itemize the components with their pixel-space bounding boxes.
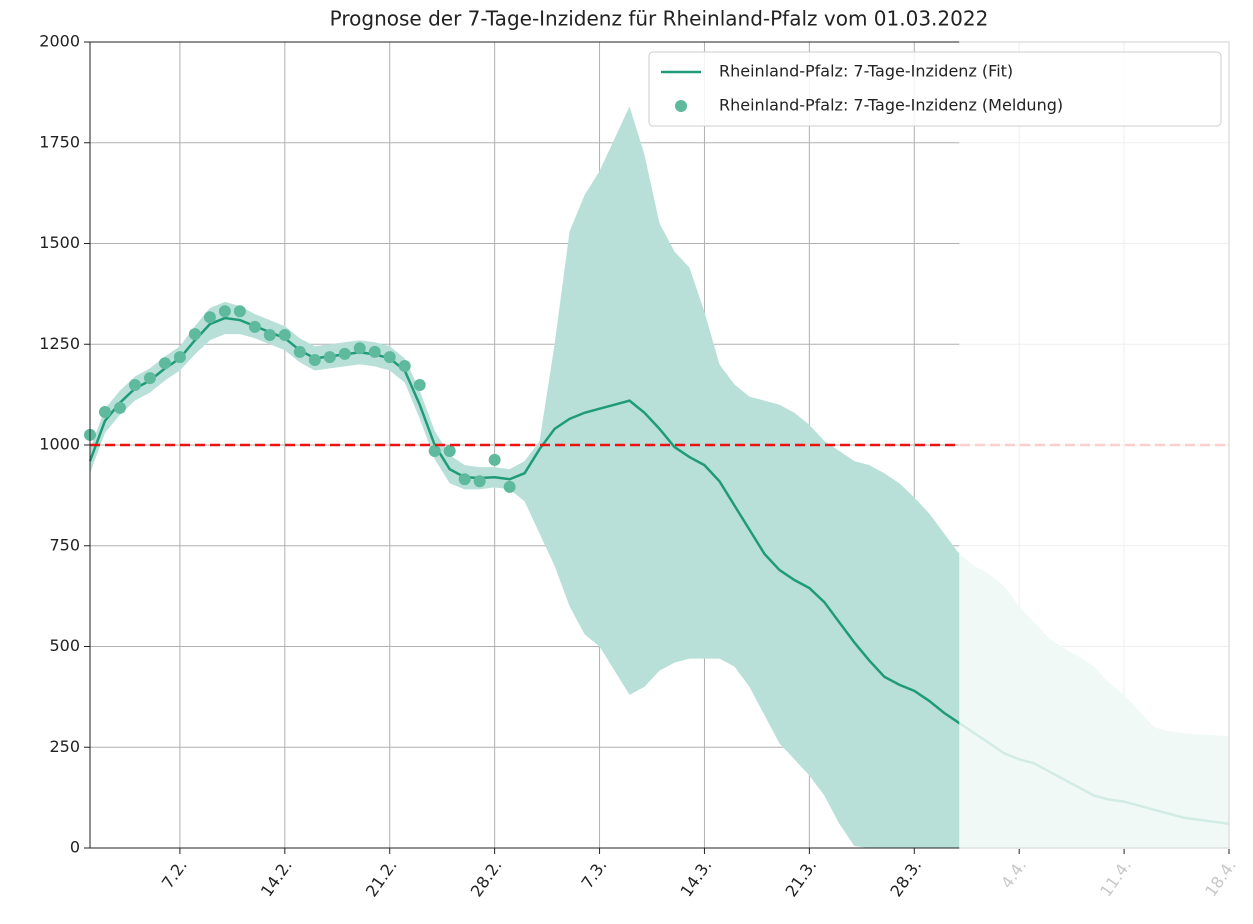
x-tick-label: 14.3. bbox=[677, 856, 716, 900]
data-point bbox=[158, 357, 171, 370]
y-tick-label: 1500 bbox=[39, 233, 80, 252]
data-point bbox=[233, 305, 246, 318]
data-point bbox=[503, 480, 516, 493]
data-point bbox=[263, 328, 276, 341]
data-point bbox=[293, 345, 306, 358]
x-tick-label: 7.3. bbox=[577, 856, 610, 892]
x-tick-label: 18.4. bbox=[1201, 856, 1240, 900]
legend-box bbox=[648, 51, 1222, 127]
data-point bbox=[353, 342, 366, 355]
data-point bbox=[128, 378, 141, 391]
legend-swatch bbox=[675, 100, 687, 112]
x-tick-label: 21.3. bbox=[781, 856, 820, 900]
data-point bbox=[323, 351, 336, 364]
forecast-fade bbox=[959, 41, 1231, 849]
data-point bbox=[278, 328, 291, 341]
legend-label: Rheinland-Pfalz: 7-Tage-Inzidenz (Meldun… bbox=[719, 96, 1063, 115]
data-point bbox=[398, 360, 411, 373]
confidence-band bbox=[90, 106, 1229, 849]
data-point bbox=[248, 320, 261, 333]
x-tick-label: 28.2. bbox=[467, 856, 506, 900]
data-point bbox=[383, 351, 396, 364]
data-point bbox=[473, 475, 486, 488]
data-point bbox=[458, 473, 471, 486]
y-tick-label: 1250 bbox=[39, 334, 80, 353]
x-tick-label: 28.3. bbox=[886, 856, 925, 900]
data-point bbox=[188, 328, 201, 341]
x-tick-label: 4.4. bbox=[997, 856, 1030, 892]
y-tick-label: 2000 bbox=[39, 32, 80, 51]
legend-label: Rheinland-Pfalz: 7-Tage-Inzidenz (Fit) bbox=[719, 62, 1013, 81]
y-tick-label: 750 bbox=[49, 535, 80, 554]
x-tick-label: 11.4. bbox=[1096, 856, 1135, 900]
x-tick-label: 21.2. bbox=[362, 856, 401, 900]
data-point bbox=[488, 453, 501, 466]
y-tick-label: 1750 bbox=[39, 132, 80, 151]
y-tick-label: 1000 bbox=[39, 435, 80, 454]
data-point bbox=[113, 401, 126, 414]
data-point bbox=[308, 353, 321, 366]
data-point bbox=[98, 405, 111, 418]
y-tick-label: 250 bbox=[49, 737, 80, 756]
data-point bbox=[173, 351, 186, 364]
data-point bbox=[443, 445, 456, 458]
x-tick-label: 7.2. bbox=[158, 856, 191, 892]
data-point bbox=[203, 311, 216, 324]
data-point bbox=[428, 445, 441, 458]
chart-title: Prognose der 7-Tage-Inzidenz für Rheinla… bbox=[330, 7, 989, 31]
x-tick-label: 14.2. bbox=[257, 856, 296, 900]
data-point bbox=[143, 372, 156, 385]
y-tick-label: 500 bbox=[49, 636, 80, 655]
data-point bbox=[368, 345, 381, 358]
data-point bbox=[218, 305, 231, 318]
data-point bbox=[338, 347, 351, 360]
y-tick-label: 0 bbox=[70, 838, 80, 857]
data-point bbox=[413, 378, 426, 391]
